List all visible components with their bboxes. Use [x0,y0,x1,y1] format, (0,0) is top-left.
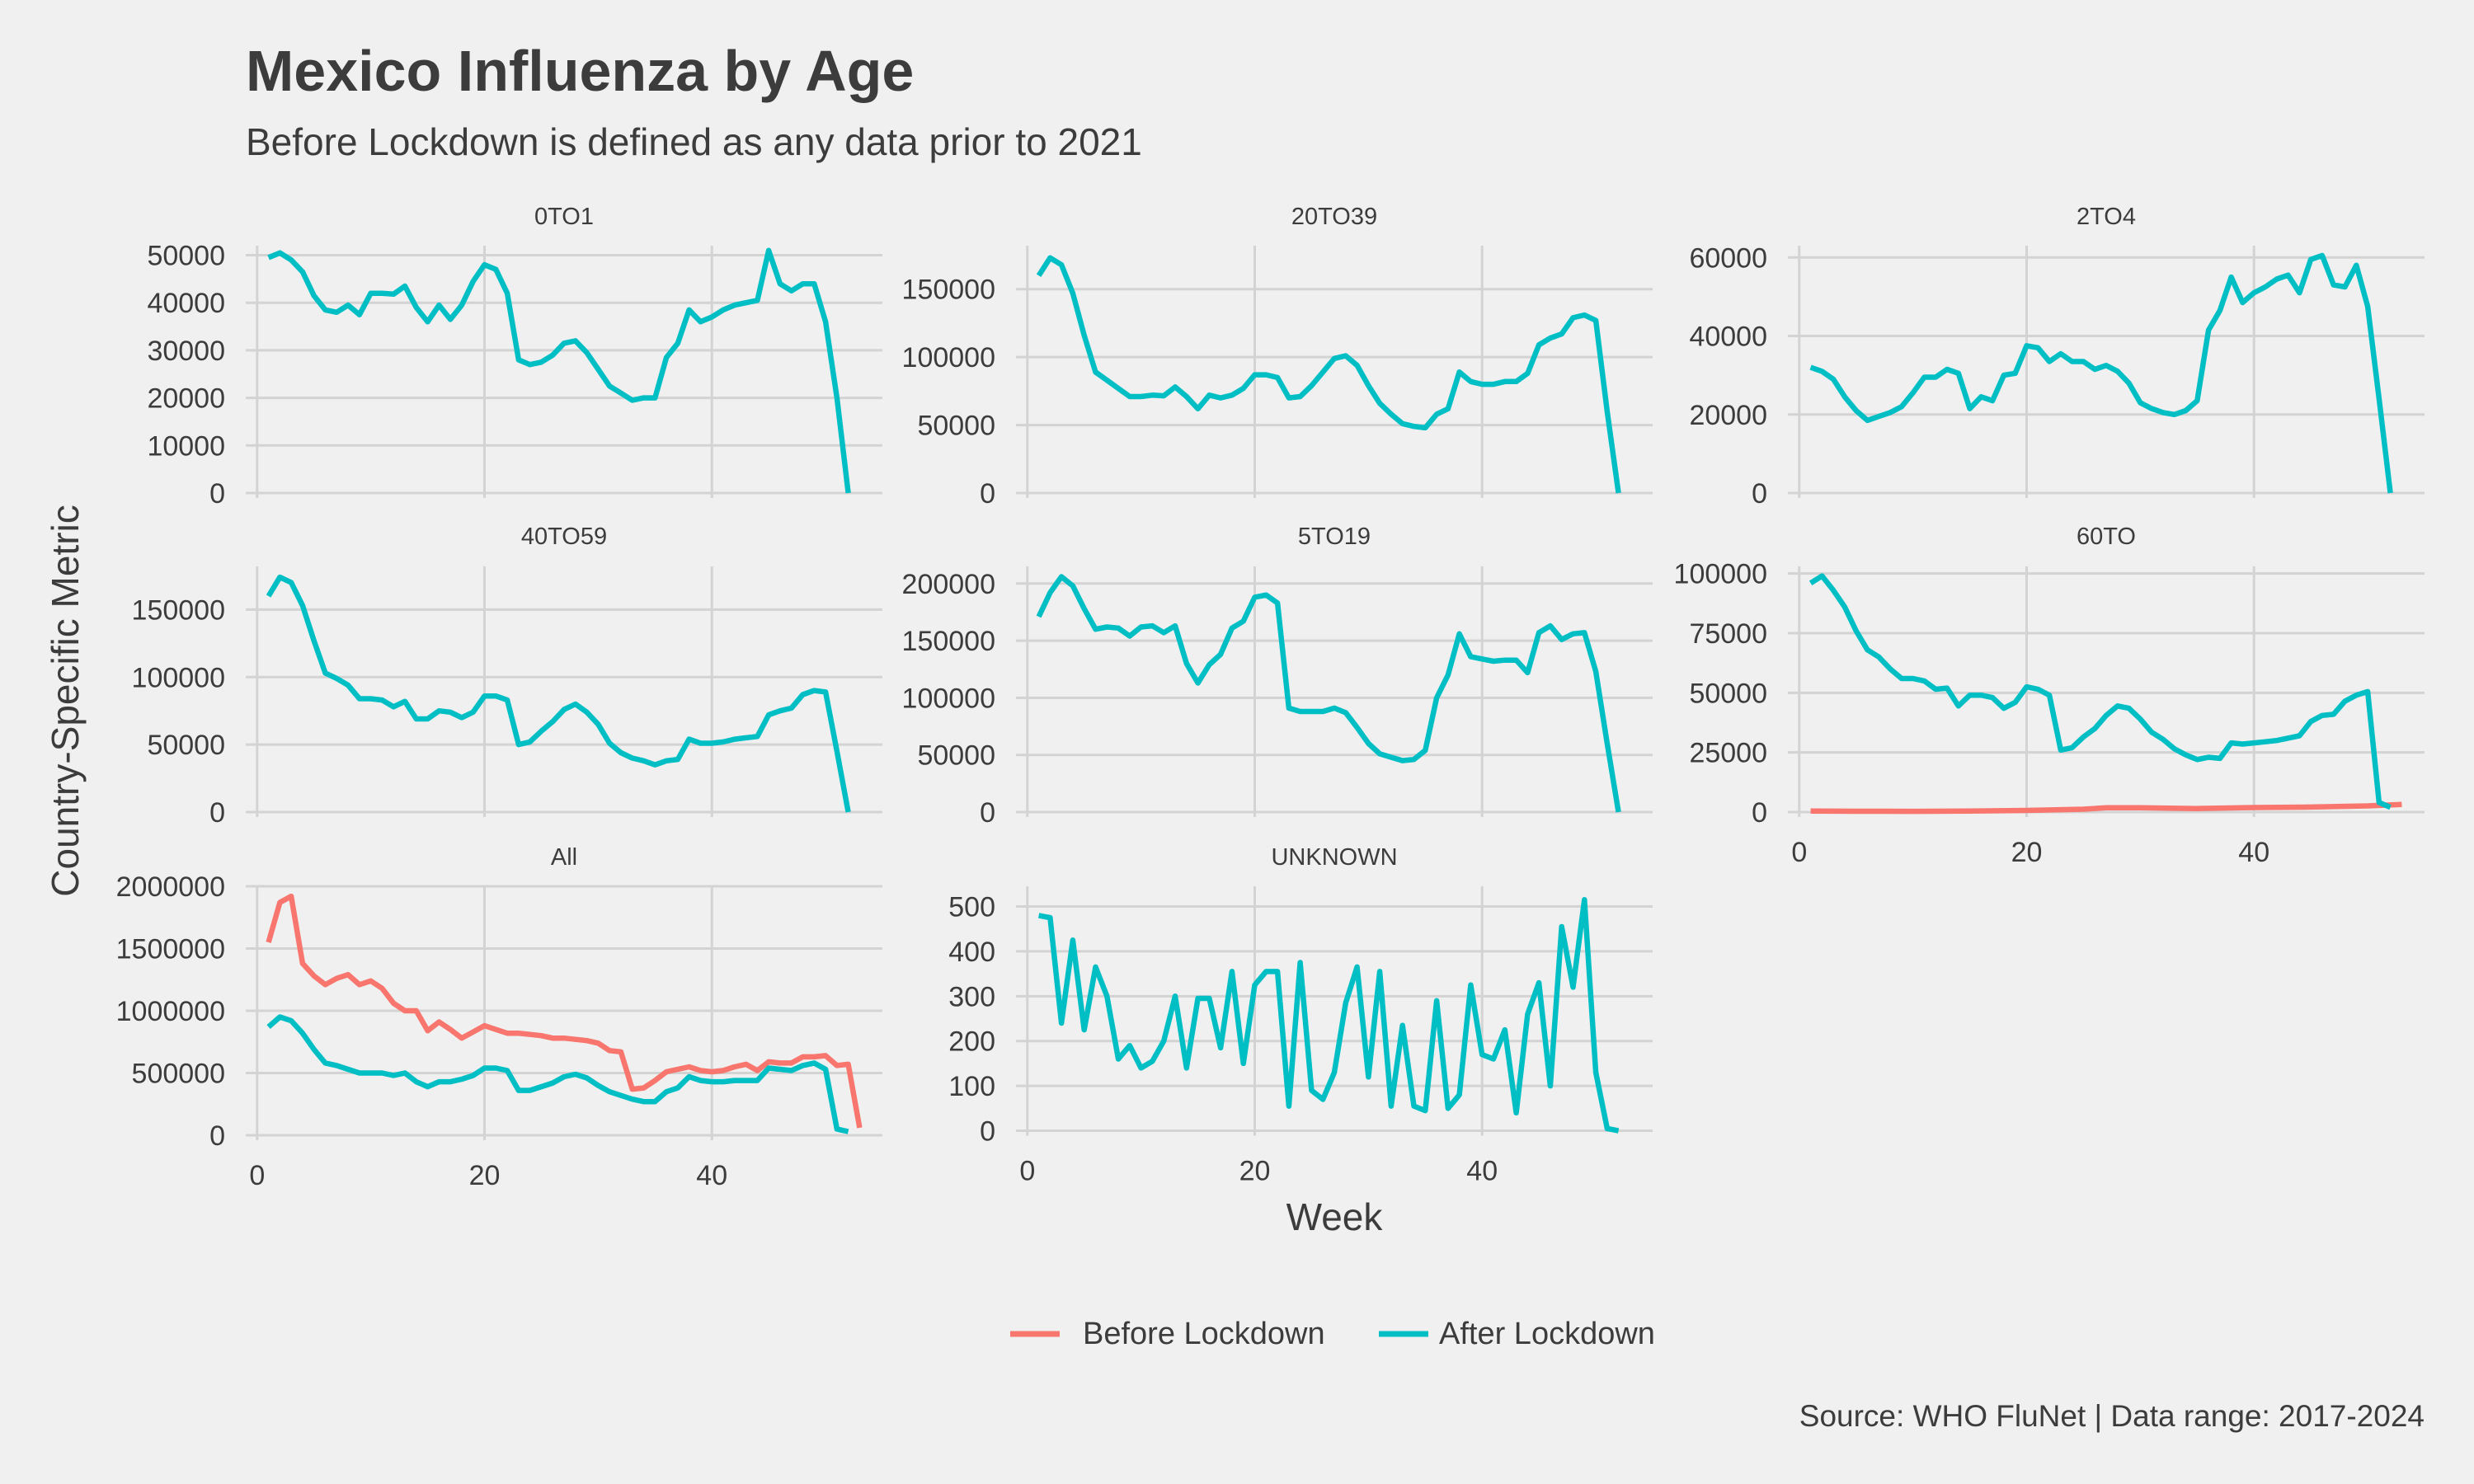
y-tick-label: 50000 [917,411,995,442]
y-tick-label: 0 [209,478,225,510]
x-tick-label: 0 [1019,1156,1035,1187]
y-tick-label: 0 [209,1120,225,1152]
y-tick-label: 100000 [1674,559,1767,590]
x-tick-label: 40 [1466,1156,1498,1187]
panel-all: All 0 500000 1000000 1500000 2000000 0 20 40 [116,844,882,1191]
y-tick-label: 1000000 [116,996,225,1027]
panel-title: 40TO59 [521,524,607,550]
panel-title: 20TO39 [1291,204,1377,230]
y-tick-label: 2000000 [116,871,225,903]
y-tick-label: 0 [209,797,225,829]
y-tick-label: 200 [948,1026,995,1058]
panel-title: 2TO4 [2077,204,2136,230]
y-tick-label: 150000 [132,594,225,626]
panel-60to: 60TO 0 25000 50000 75000 100000 0 20 40 [1674,524,2425,868]
after-lockdown-line [1036,574,1621,813]
panel-40to59: 40TO59 0 50000 100000 150000 [132,524,882,829]
after-lockdown-line [1036,255,1621,494]
y-tick-label: 100 [948,1071,995,1102]
legend: Before Lockdown After Lockdown [1010,1317,1655,1351]
y-tick-label: 500000 [132,1059,225,1090]
legend-label-after-lockdown: After Lockdown [1439,1317,1655,1351]
y-tick-label: 200000 [902,569,995,600]
y-tick-label: 300 [948,981,995,1012]
before-lockdown-line [1810,801,2402,815]
panel-title: 0TO1 [534,204,594,230]
y-tick-label: 20000 [147,383,225,415]
panel-0to1: 0TO1 0 10000 20000 30000 40000 50000 [147,204,882,510]
y-tick-label: 100000 [902,342,995,373]
panel-title: All [551,844,577,871]
y-tick-label: 400 [948,937,995,968]
panels: 0TO10100002000030000400005000020TO390500… [116,204,2425,1191]
y-tick-label: 0 [980,478,995,510]
before-lockdown-line [266,893,863,1129]
x-tick-label: 40 [2238,837,2269,868]
panel-title: UNKNOWN [1271,844,1397,871]
chart-title: Mexico Influenza by Age [246,39,914,103]
y-tick-label: 30000 [147,336,225,367]
panel-20to39: 20TO39 0 50000 100000 150000 [902,204,1653,510]
x-tick-label: 0 [1791,837,1807,868]
y-tick-label: 10000 [147,430,225,462]
y-tick-label: 150000 [902,626,995,657]
y-tick-label: 1500000 [116,934,225,965]
chart-subtitle: Before Lockdown is defined as any data p… [246,120,1142,163]
x-tick-label: 20 [2011,837,2043,868]
y-tick-label: 50000 [917,740,995,772]
x-tick-label: 0 [249,1160,265,1191]
y-tick-label: 0 [1752,478,1767,510]
y-tick-label: 150000 [902,275,995,306]
y-tick-label: 40000 [147,288,225,319]
x-tick-label: 40 [696,1160,727,1191]
y-tick-label: 100000 [902,683,995,714]
panel-2to4: 2TO4 0 20000 40000 60000 [1689,204,2425,510]
panel-unknown: UNKNOWN 0 100 200 300 400 500 0 20 40 [948,844,1653,1187]
y-tick-label: 40000 [1689,322,1767,353]
y-tick-label: 0 [980,797,995,829]
after-lockdown-line [266,1014,849,1134]
x-axis-label: Week [1286,1195,1384,1238]
y-tick-label: 50000 [147,241,225,272]
y-tick-label: 0 [980,1116,995,1148]
x-tick-label: 20 [469,1160,501,1191]
y-tick-label: 500 [948,891,995,923]
chart-caption: Source: WHO FluNet | Data range: 2017-20… [1799,1399,2425,1433]
after-lockdown-line [1037,897,1620,1134]
y-tick-label: 50000 [1689,678,1767,709]
after-lockdown-line [1808,573,2392,810]
panel-title: 60TO [2077,524,2136,550]
y-tick-label: 100000 [132,662,225,693]
after-lockdown-line [267,247,851,494]
y-axis-label: Country-Specific Metric [44,505,87,896]
y-tick-label: 0 [1752,797,1767,829]
panel-title: 5TO19 [1298,524,1371,550]
y-tick-label: 20000 [1689,400,1767,431]
y-tick-label: 25000 [1689,738,1767,769]
x-tick-label: 20 [1239,1156,1271,1187]
y-tick-label: 50000 [147,730,225,761]
panel-5to19: 5TO19 0 50000 100000 150000 200000 [902,524,1653,829]
after-lockdown-line [266,574,851,813]
legend-label-before-lockdown: Before Lockdown [1083,1317,1325,1351]
y-tick-label: 75000 [1689,618,1767,650]
after-lockdown-line [1809,252,2393,494]
y-tick-label: 60000 [1689,242,1767,274]
